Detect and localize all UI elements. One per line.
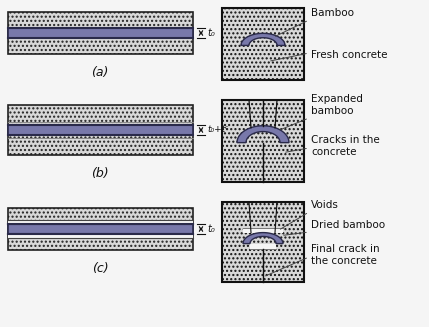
Text: t₀: t₀ — [207, 28, 215, 38]
Text: (c): (c) — [92, 262, 108, 275]
Bar — [250, 244, 276, 249]
Bar — [8, 220, 193, 224]
Bar — [8, 208, 193, 250]
Text: Dried bamboo: Dried bamboo — [311, 220, 385, 230]
Bar — [222, 100, 304, 182]
Text: Voids: Voids — [311, 200, 339, 210]
PathPatch shape — [237, 126, 289, 143]
Bar — [222, 202, 304, 282]
Text: Final crack in
the concrete: Final crack in the concrete — [311, 244, 380, 266]
Text: Bamboo: Bamboo — [311, 8, 354, 18]
Bar — [8, 105, 193, 155]
Bar — [8, 12, 193, 54]
Bar — [222, 8, 304, 80]
PathPatch shape — [243, 232, 283, 244]
PathPatch shape — [241, 33, 285, 45]
Text: (b): (b) — [91, 167, 109, 180]
Bar — [8, 224, 193, 234]
Bar — [8, 28, 193, 38]
Bar — [243, 228, 283, 232]
Bar — [8, 234, 193, 238]
Bar — [8, 125, 193, 135]
Text: t₀: t₀ — [207, 224, 215, 234]
Text: Cracks in the
concrete: Cracks in the concrete — [311, 135, 380, 157]
Text: Fresh concrete: Fresh concrete — [311, 50, 387, 60]
Text: Expanded
bamboo: Expanded bamboo — [311, 95, 363, 116]
Text: t₀+tᶜ: t₀+tᶜ — [207, 126, 229, 134]
Text: (a): (a) — [91, 66, 109, 79]
